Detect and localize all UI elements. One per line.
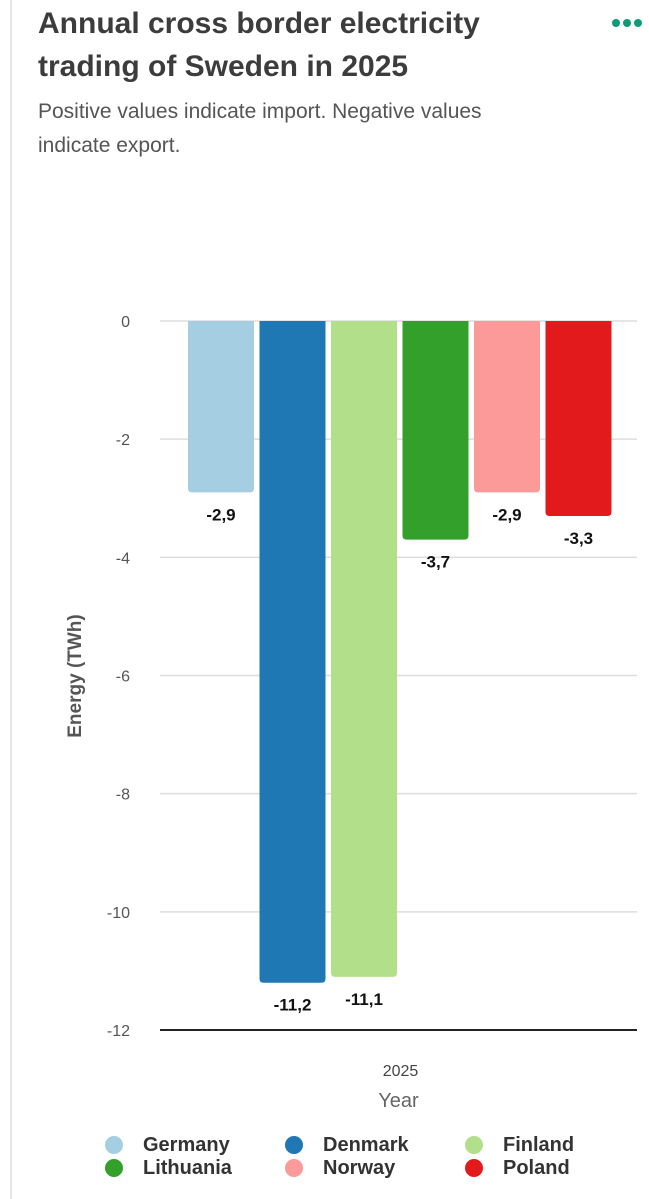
- bar-germany: [188, 321, 254, 493]
- left-border: [10, 0, 12, 1199]
- y-tick-label: -4: [116, 550, 130, 567]
- legend-item-lithuania[interactable]: Lithuania: [105, 1157, 285, 1179]
- more-dots-icon: [612, 19, 620, 27]
- legend-label: Poland: [503, 1156, 570, 1179]
- more-dots-icon: [623, 19, 631, 27]
- legend-swatch: [465, 1159, 483, 1177]
- data-label: -11,2: [274, 996, 312, 1015]
- bar-denmark: [259, 321, 326, 983]
- y-tick-label: -8: [116, 787, 130, 804]
- x-axis-title: Year: [378, 1090, 419, 1112]
- bar-lithuania: [402, 321, 469, 540]
- legend-swatch: [105, 1136, 123, 1154]
- more-dots-icon: [634, 19, 642, 27]
- y-tick-label: -12: [107, 1023, 130, 1040]
- x-tick-label: 2025: [383, 1063, 419, 1080]
- data-label: -3,7: [421, 553, 450, 572]
- bar-poland: [545, 321, 612, 516]
- legend-swatch: [465, 1136, 483, 1154]
- chart-title: Annual cross border electricity trading …: [38, 7, 480, 83]
- legend-label: Finland: [503, 1133, 575, 1156]
- bar-finland: [331, 321, 397, 977]
- y-tick-label: -10: [107, 905, 130, 922]
- legend-label: Lithuania: [143, 1156, 232, 1179]
- y-tick-label: 0: [121, 314, 130, 331]
- y-tick-label: -6: [116, 669, 130, 686]
- y-tick-label: -2: [116, 432, 130, 449]
- data-label: -2,9: [206, 505, 235, 524]
- data-label: -11,1: [345, 990, 383, 1009]
- legend-label: Germany: [143, 1133, 230, 1156]
- bar-chart: 0 -2 -4 -6 -8 -10 -12 -2,9 -11,2 -11,1 -3,7 -2,9 -3,…: [65, 314, 637, 1112]
- data-label: -2,9: [492, 505, 521, 524]
- legend-item-norway[interactable]: Norway: [285, 1157, 465, 1179]
- chart-legend: Germany Denmark Finland Lithuania Norway Pola…: [105, 1134, 625, 1179]
- legend-swatch: [285, 1159, 303, 1177]
- legend-label: Denmark: [323, 1133, 409, 1156]
- bar-norway: [474, 321, 540, 493]
- legend-label: Norway: [323, 1156, 396, 1179]
- data-label: -3,3: [564, 529, 593, 548]
- legend-item-germany[interactable]: Germany: [105, 1134, 285, 1156]
- legend-swatch: [105, 1159, 123, 1177]
- legend-item-denmark[interactable]: Denmark: [285, 1134, 465, 1156]
- legend-swatch: [285, 1136, 303, 1154]
- more-options-button[interactable]: [612, 12, 649, 34]
- legend-item-finland[interactable]: Finland: [465, 1134, 625, 1156]
- y-axis-title: Energy (TWh): [65, 614, 86, 738]
- legend-item-poland[interactable]: Poland: [465, 1157, 625, 1179]
- chart-subtitle: Positive values indicate import. Negativ…: [38, 100, 482, 157]
